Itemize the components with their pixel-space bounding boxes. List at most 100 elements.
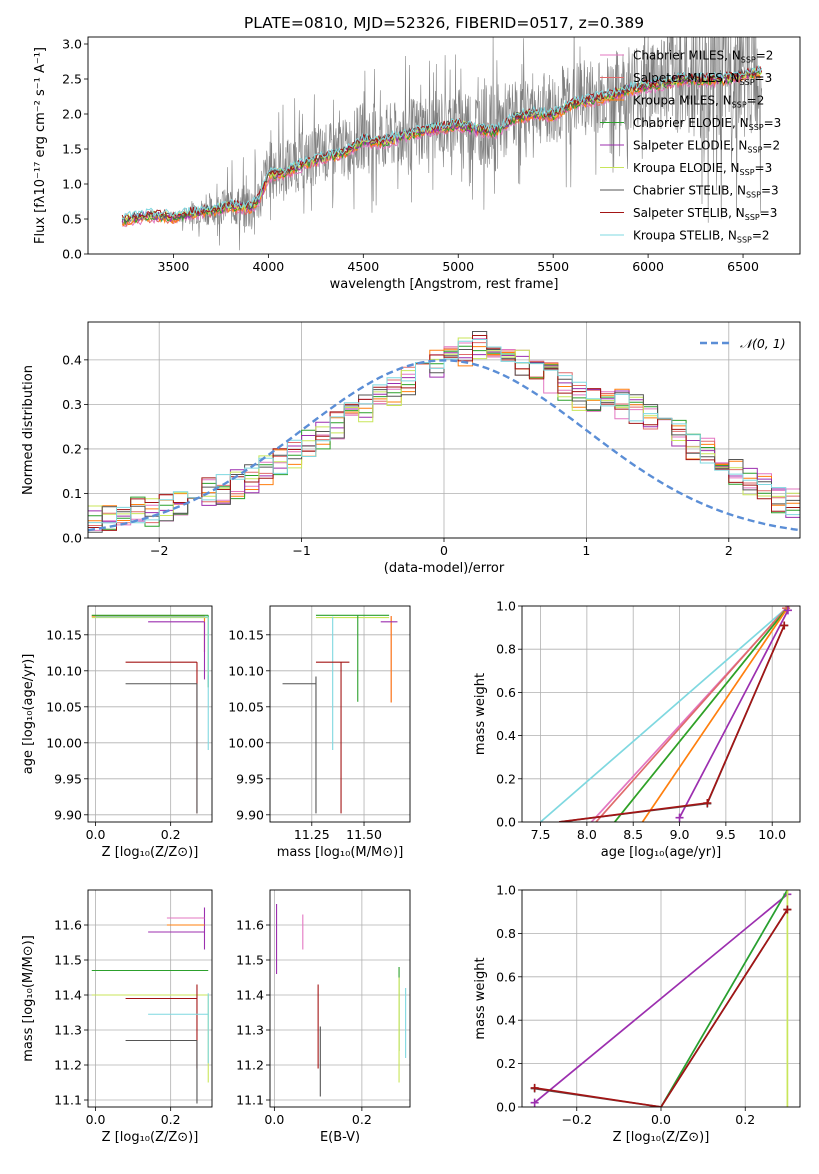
residual-histogram	[88, 335, 800, 531]
axes-frame	[269, 889, 411, 1108]
y-tick-label: 0.4	[496, 1013, 516, 1028]
weight-line	[660, 890, 789, 1107]
plot-area-spectrum	[121, 37, 763, 251]
y-tick-label: 10.10	[228, 663, 264, 678]
weight-line	[539, 606, 790, 822]
y-tick-label: 0.3	[62, 397, 82, 412]
plot-area-residuals	[88, 331, 800, 533]
weight-marker	[675, 813, 684, 822]
x-tick-label: 5500	[537, 259, 569, 274]
x-tick-label: 7.5	[531, 827, 551, 842]
y-tick-label: 0.2	[496, 771, 516, 786]
x-tick-label: 6500	[727, 259, 759, 274]
weight-marker	[780, 621, 789, 630]
y-tick-label: 11.6	[54, 918, 82, 933]
y-tick-label: 11.4	[54, 988, 82, 1003]
y-tick-label: 9.95	[54, 771, 82, 786]
y-tick-label: 9.95	[236, 771, 264, 786]
y-tick-label: 11.5	[236, 953, 264, 968]
y-tick-label: 0.1	[62, 486, 82, 501]
y-tick-label: 11.3	[236, 1023, 264, 1038]
axes-age-vs-Z: 0.0 0.2 9.90 9.95 10.00 10.05 10.10 10.15 Z [log…	[21, 605, 213, 860]
x-tick-label: 0.0	[264, 1112, 284, 1127]
y-axis-label: age [log₁₀(age/yr)]	[21, 654, 36, 775]
y-tick-label: 10.00	[46, 735, 82, 750]
legend-entry: Chabrier STELIB, NSSP=3	[633, 184, 779, 200]
y-tick-label: 1.0	[496, 599, 516, 614]
y-axis-label: mass weight	[473, 957, 488, 1039]
axes-mass-vs-Z: 0.0 0.2 11.1 11.2 11.3 11.4 11.5 11.6 Z [log₁₀(Z…	[21, 889, 213, 1145]
legend-entry: Chabrier MILES, NSSP=2	[633, 49, 773, 65]
x-tick-label: 4000	[252, 259, 284, 274]
y-tick-label: 0.2	[62, 441, 82, 456]
y-tick-label: 0.6	[496, 969, 516, 984]
y-axis-label: mass weight	[473, 673, 488, 755]
legend-entry: Salpeter MILES, NSSP=3	[633, 71, 772, 87]
x-tick-label: −2	[150, 543, 168, 558]
axes-age-vs-mass: 11.25 11.50 9.90 9.95 10.00 10.05 10.10 10.15 ma…	[228, 605, 411, 860]
y-tick-label: 9.90	[236, 807, 264, 822]
x-tick-label: 0.2	[735, 1112, 755, 1127]
x-tick-label: 0	[440, 543, 448, 558]
y-tick-label: 3.0	[62, 37, 82, 52]
y-tick-label: 11.1	[236, 1093, 264, 1108]
y-tick-label: 1.0	[496, 883, 516, 898]
axes-residuals: −2 −1 0 1 2 0.0 0.1 0.2 0.3 0.4 (data-model)/error…	[21, 321, 801, 576]
y-tick-label: 11.1	[54, 1093, 82, 1108]
weight-line	[595, 607, 787, 822]
axes-frame	[521, 605, 801, 823]
legend-entry: 𝒩(0, 1)	[740, 336, 786, 351]
x-axis-label: Z [log₁₀(Z/Z⊙)]	[102, 1130, 199, 1145]
x-axis-label: Z [log₁₀(Z/Z⊙)]	[102, 845, 199, 860]
x-tick-label: 0.0	[86, 827, 106, 842]
y-tick-label: 11.5	[54, 953, 82, 968]
axes-frame	[87, 889, 213, 1108]
axes-weight-vs-age: 7.5 8.0 8.5 9.0 9.5 10.0 0.0 0.2 0.4 0.6 0.8 1.0 age…	[473, 599, 801, 860]
weight-marker	[530, 1083, 539, 1092]
x-tick-label: 2	[725, 543, 733, 558]
y-tick-label: 11.4	[236, 988, 264, 1003]
y-tick-label: 1.0	[62, 177, 82, 192]
x-tick-label: 5000	[442, 259, 474, 274]
y-tick-label: 11.3	[54, 1023, 82, 1038]
legend-entry: Salpeter STELIB, NSSP=3	[633, 206, 777, 222]
x-axis-label: Z [log₁₀(Z/Z⊙)]	[613, 1130, 710, 1145]
y-tick-label: 10.15	[46, 627, 82, 642]
x-tick-label: 11.25	[294, 827, 330, 842]
y-tick-label: 2.5	[62, 72, 82, 87]
x-tick-label: 6000	[632, 259, 664, 274]
y-tick-label: 11.2	[54, 1058, 82, 1073]
x-axis-label: (data-model)/error	[384, 561, 505, 576]
weight-marker	[783, 905, 792, 914]
legend-entry: Kroupa MILES, NSSP=2	[633, 94, 764, 110]
x-tick-label: 4500	[347, 259, 379, 274]
x-tick-label: 11.50	[346, 827, 382, 842]
x-tick-label: 8.0	[577, 827, 597, 842]
y-axis-label: Normed distribution	[21, 365, 36, 495]
axes-frame	[87, 321, 801, 539]
x-tick-label: −1	[292, 543, 310, 558]
x-axis-label: mass [log₁₀(M/M⊙)]	[277, 845, 404, 860]
plot-area-weight-vs-Z	[530, 890, 792, 1107]
weight-marker	[530, 1098, 539, 1107]
x-tick-label: 3500	[158, 259, 190, 274]
y-tick-label: 0.6	[496, 685, 516, 700]
y-axis-label: Flux [fλ10⁻¹⁷ erg cm⁻² s⁻¹ A⁻¹]	[33, 47, 48, 244]
weight-line	[641, 606, 790, 822]
y-tick-label: 0.5	[62, 212, 82, 227]
y-tick-label: 9.90	[54, 807, 82, 822]
y-tick-label: 10.05	[46, 699, 82, 714]
x-tick-label: 10.0	[758, 827, 786, 842]
y-tick-label: 0.4	[62, 352, 82, 367]
plot-area-weight-vs-age	[539, 606, 792, 822]
y-tick-label: 0.0	[62, 531, 82, 546]
axes-frame	[521, 889, 801, 1108]
x-tick-label: 0.0	[651, 1112, 671, 1127]
x-axis-label: age [log₁₀(age/yr)]	[601, 845, 722, 860]
y-tick-label: 1.5	[62, 142, 82, 157]
x-tick-label: 0.0	[86, 1112, 106, 1127]
plot-area-mass-vs-EBV	[276, 904, 407, 1097]
figure-title: PLATE=0810, MJD=52326, FIBERID=0517, z=0…	[244, 14, 644, 32]
y-tick-label: 0.8	[496, 926, 516, 941]
